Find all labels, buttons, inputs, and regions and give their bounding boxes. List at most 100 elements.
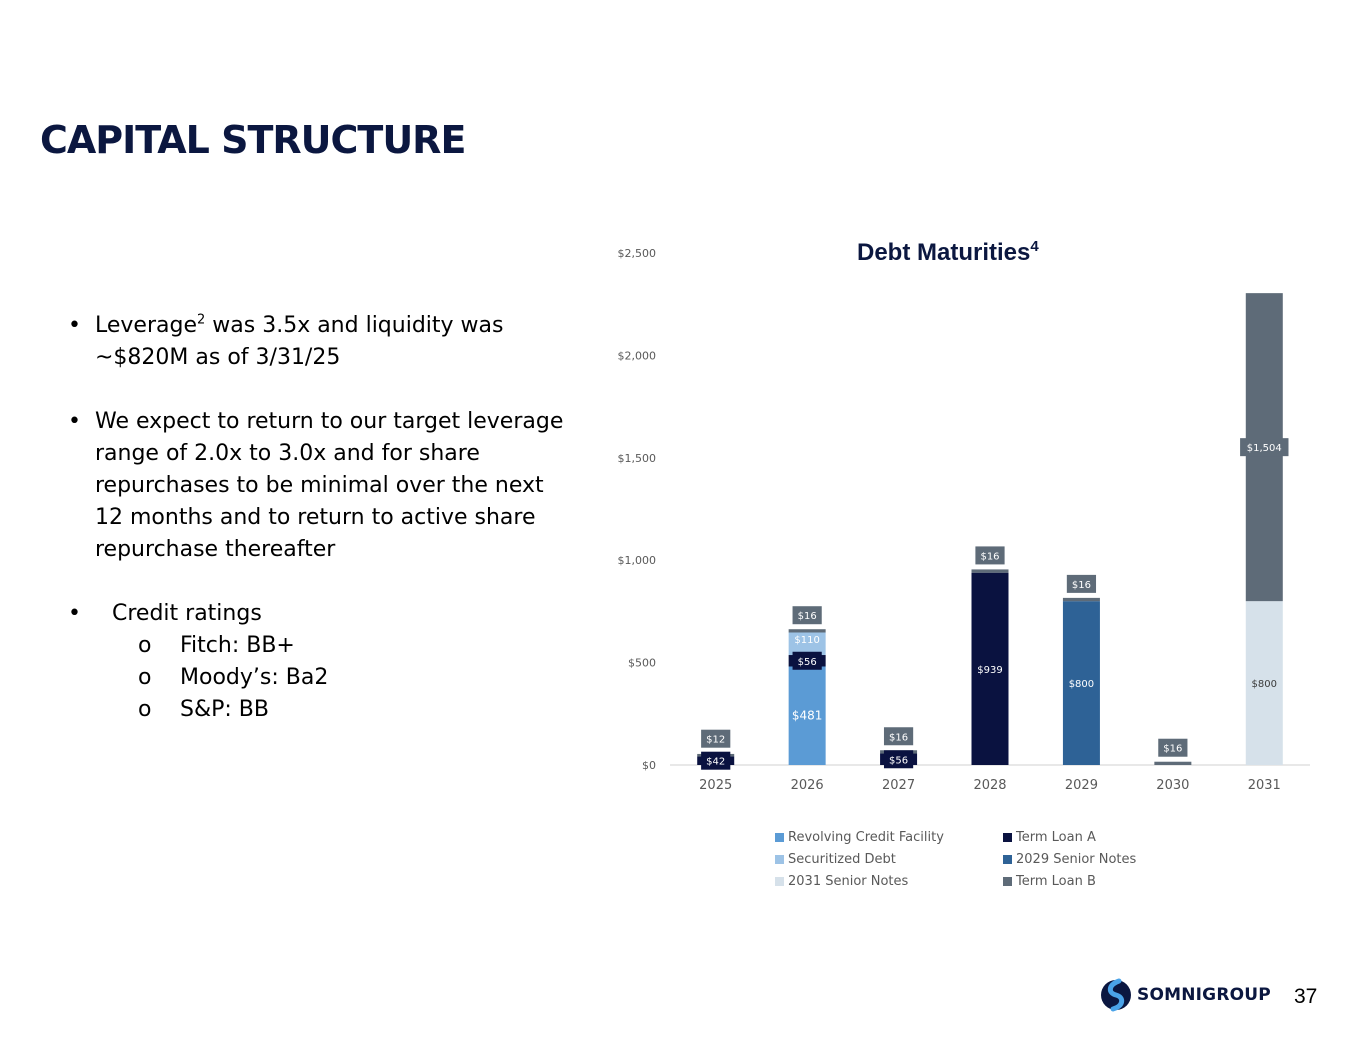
data-label-bg (701, 751, 731, 770)
rating-sp-text: S&P: BB (180, 697, 269, 722)
chart-title: Debt Maturities4 (857, 238, 1039, 267)
chart-title-text: Debt Maturities (857, 239, 1031, 266)
bullet-line: We expect to return to our target levera… (95, 409, 564, 434)
legend-swatch (1003, 832, 1012, 842)
data-label: $16 (1072, 580, 1091, 591)
legend-label: 2031 Senior Notes (788, 873, 909, 889)
bullet-credit-ratings: • Credit ratings (68, 598, 588, 630)
data-label: $110 (794, 635, 819, 646)
sub-bullet: o (138, 697, 152, 722)
legend-item: Securitized Debt (775, 850, 1003, 868)
legend-item: 2029 Senior Notes (1003, 850, 1195, 868)
sub-bullet: o (138, 633, 152, 658)
rating-sp: o S&P: BB (68, 694, 588, 726)
bullet-line: repurchases to be minimal over the next (95, 473, 544, 498)
bar-term-loan-b (1154, 761, 1192, 765)
bar-revolving-credit-facility (788, 666, 826, 765)
data-label: $800 (1069, 679, 1094, 690)
bullet-dot: • (68, 601, 81, 626)
bar-term-loan-b (971, 569, 1009, 573)
legend-label: Term Loan A (1016, 829, 1096, 845)
data-label: $939 (977, 665, 1002, 676)
sub-bullet: o (138, 665, 152, 690)
data-label-bg (972, 659, 1008, 678)
bullet-line: repurchase thereafter (95, 537, 336, 562)
legend-label: Securitized Debt (788, 851, 896, 867)
y-tick-label: $2,500 (618, 247, 657, 260)
data-label: $42 (706, 757, 725, 768)
bullet-leverage-line2: ~$820M as of 3/31/25 (95, 345, 341, 370)
bar-2031-senior-notes (1245, 601, 1283, 765)
credit-ratings-label: Credit ratings (112, 601, 262, 626)
legend-swatch (775, 876, 784, 886)
legend-label: Revolving Credit Facility (788, 829, 944, 845)
data-label: $16 (980, 551, 999, 562)
data-label: $481 (792, 709, 823, 723)
y-tick-label: $0 (642, 759, 656, 772)
company-logo: SOMNIGROUP (1100, 975, 1271, 1015)
bullet-dot: • (68, 313, 81, 338)
bullet-dot: • (68, 409, 81, 434)
bullet-target-leverage: • We expect to return to our target leve… (68, 406, 588, 566)
rating-moodys-text: Moody’s: Ba2 (180, 665, 329, 690)
bullet-leverage: • Leverage2 was 3.5x and liquidity was ~… (68, 310, 588, 374)
bullet-leverage-line1: was 3.5x and liquidity was (205, 313, 504, 338)
x-tick-label: 2026 (791, 778, 824, 793)
data-label-bg (701, 729, 731, 748)
rating-fitch-text: Fitch: BB+ (180, 633, 295, 658)
rating-fitch: o Fitch: BB+ (68, 630, 588, 662)
legend-label: 2029 Senior Notes (1016, 851, 1137, 867)
data-label-bg (792, 651, 822, 670)
data-label-bg (883, 750, 914, 769)
legend-swatch (1003, 854, 1012, 864)
legend-item: 2031 Senior Notes (775, 872, 1003, 890)
data-label-bg (883, 727, 914, 746)
data-label: $1,504 (1247, 443, 1282, 454)
legend-item: Term Loan A (1003, 828, 1195, 846)
legend-swatch (1003, 876, 1012, 886)
slide-title: CAPITAL STRUCTURE (40, 118, 466, 162)
chart-title-footnote: 4 (1030, 238, 1039, 255)
bar-term-loan-b (788, 629, 826, 633)
data-label-bg (1158, 738, 1188, 757)
bar-term-loan-b (1062, 597, 1100, 602)
x-tick-label: 2030 (1156, 778, 1189, 793)
legend-item: Term Loan B (1003, 872, 1195, 890)
data-label-bg (1066, 574, 1097, 593)
data-label: $12 (706, 735, 725, 746)
data-label: $56 (798, 657, 817, 668)
logo-mark-icon (1101, 978, 1131, 1012)
data-label: $16 (1163, 744, 1182, 755)
legend-item: Revolving Credit Facility (775, 828, 1003, 846)
bar-securitized-debt (788, 632, 826, 656)
x-tick-label: 2031 (1248, 778, 1281, 793)
bullet-list: • Leverage2 was 3.5x and liquidity was ~… (68, 310, 588, 726)
legend-swatch (775, 832, 784, 842)
y-tick-label: $1,000 (618, 554, 657, 567)
page-number: 37 (1294, 985, 1318, 1008)
bullet-leverage-pre: Leverage (95, 313, 197, 338)
data-label-bg (792, 606, 822, 625)
bullet-line: range of 2.0x to 3.0x and for share (95, 441, 480, 466)
bullet-line: 12 months and to return to active share (95, 505, 536, 530)
y-tick-label: $2,000 (618, 349, 657, 362)
y-tick-label: $500 (628, 657, 656, 670)
data-label: $56 (889, 755, 908, 766)
x-tick-label: 2028 (973, 778, 1006, 793)
bar-2029-senior-notes (1062, 601, 1100, 765)
data-label-bg (1240, 438, 1289, 457)
data-label: $800 (1252, 679, 1277, 690)
chart-legend: Revolving Credit Facility Term Loan A Secu… (775, 828, 1195, 890)
x-tick-label: 2029 (1065, 778, 1098, 793)
data-label: $16 (889, 732, 908, 743)
legend-swatch (775, 854, 784, 864)
x-tick-label: 2025 (699, 778, 732, 793)
logo-text: SOMNIGROUP (1137, 985, 1271, 1005)
data-label: $16 (798, 611, 817, 622)
rating-moodys: o Moody’s: Ba2 (68, 662, 588, 694)
x-tick-label: 2027 (882, 778, 915, 793)
legend-label: Term Loan B (1016, 873, 1096, 889)
footnote-ref: 2 (197, 312, 206, 328)
data-label-bg (975, 546, 1005, 565)
